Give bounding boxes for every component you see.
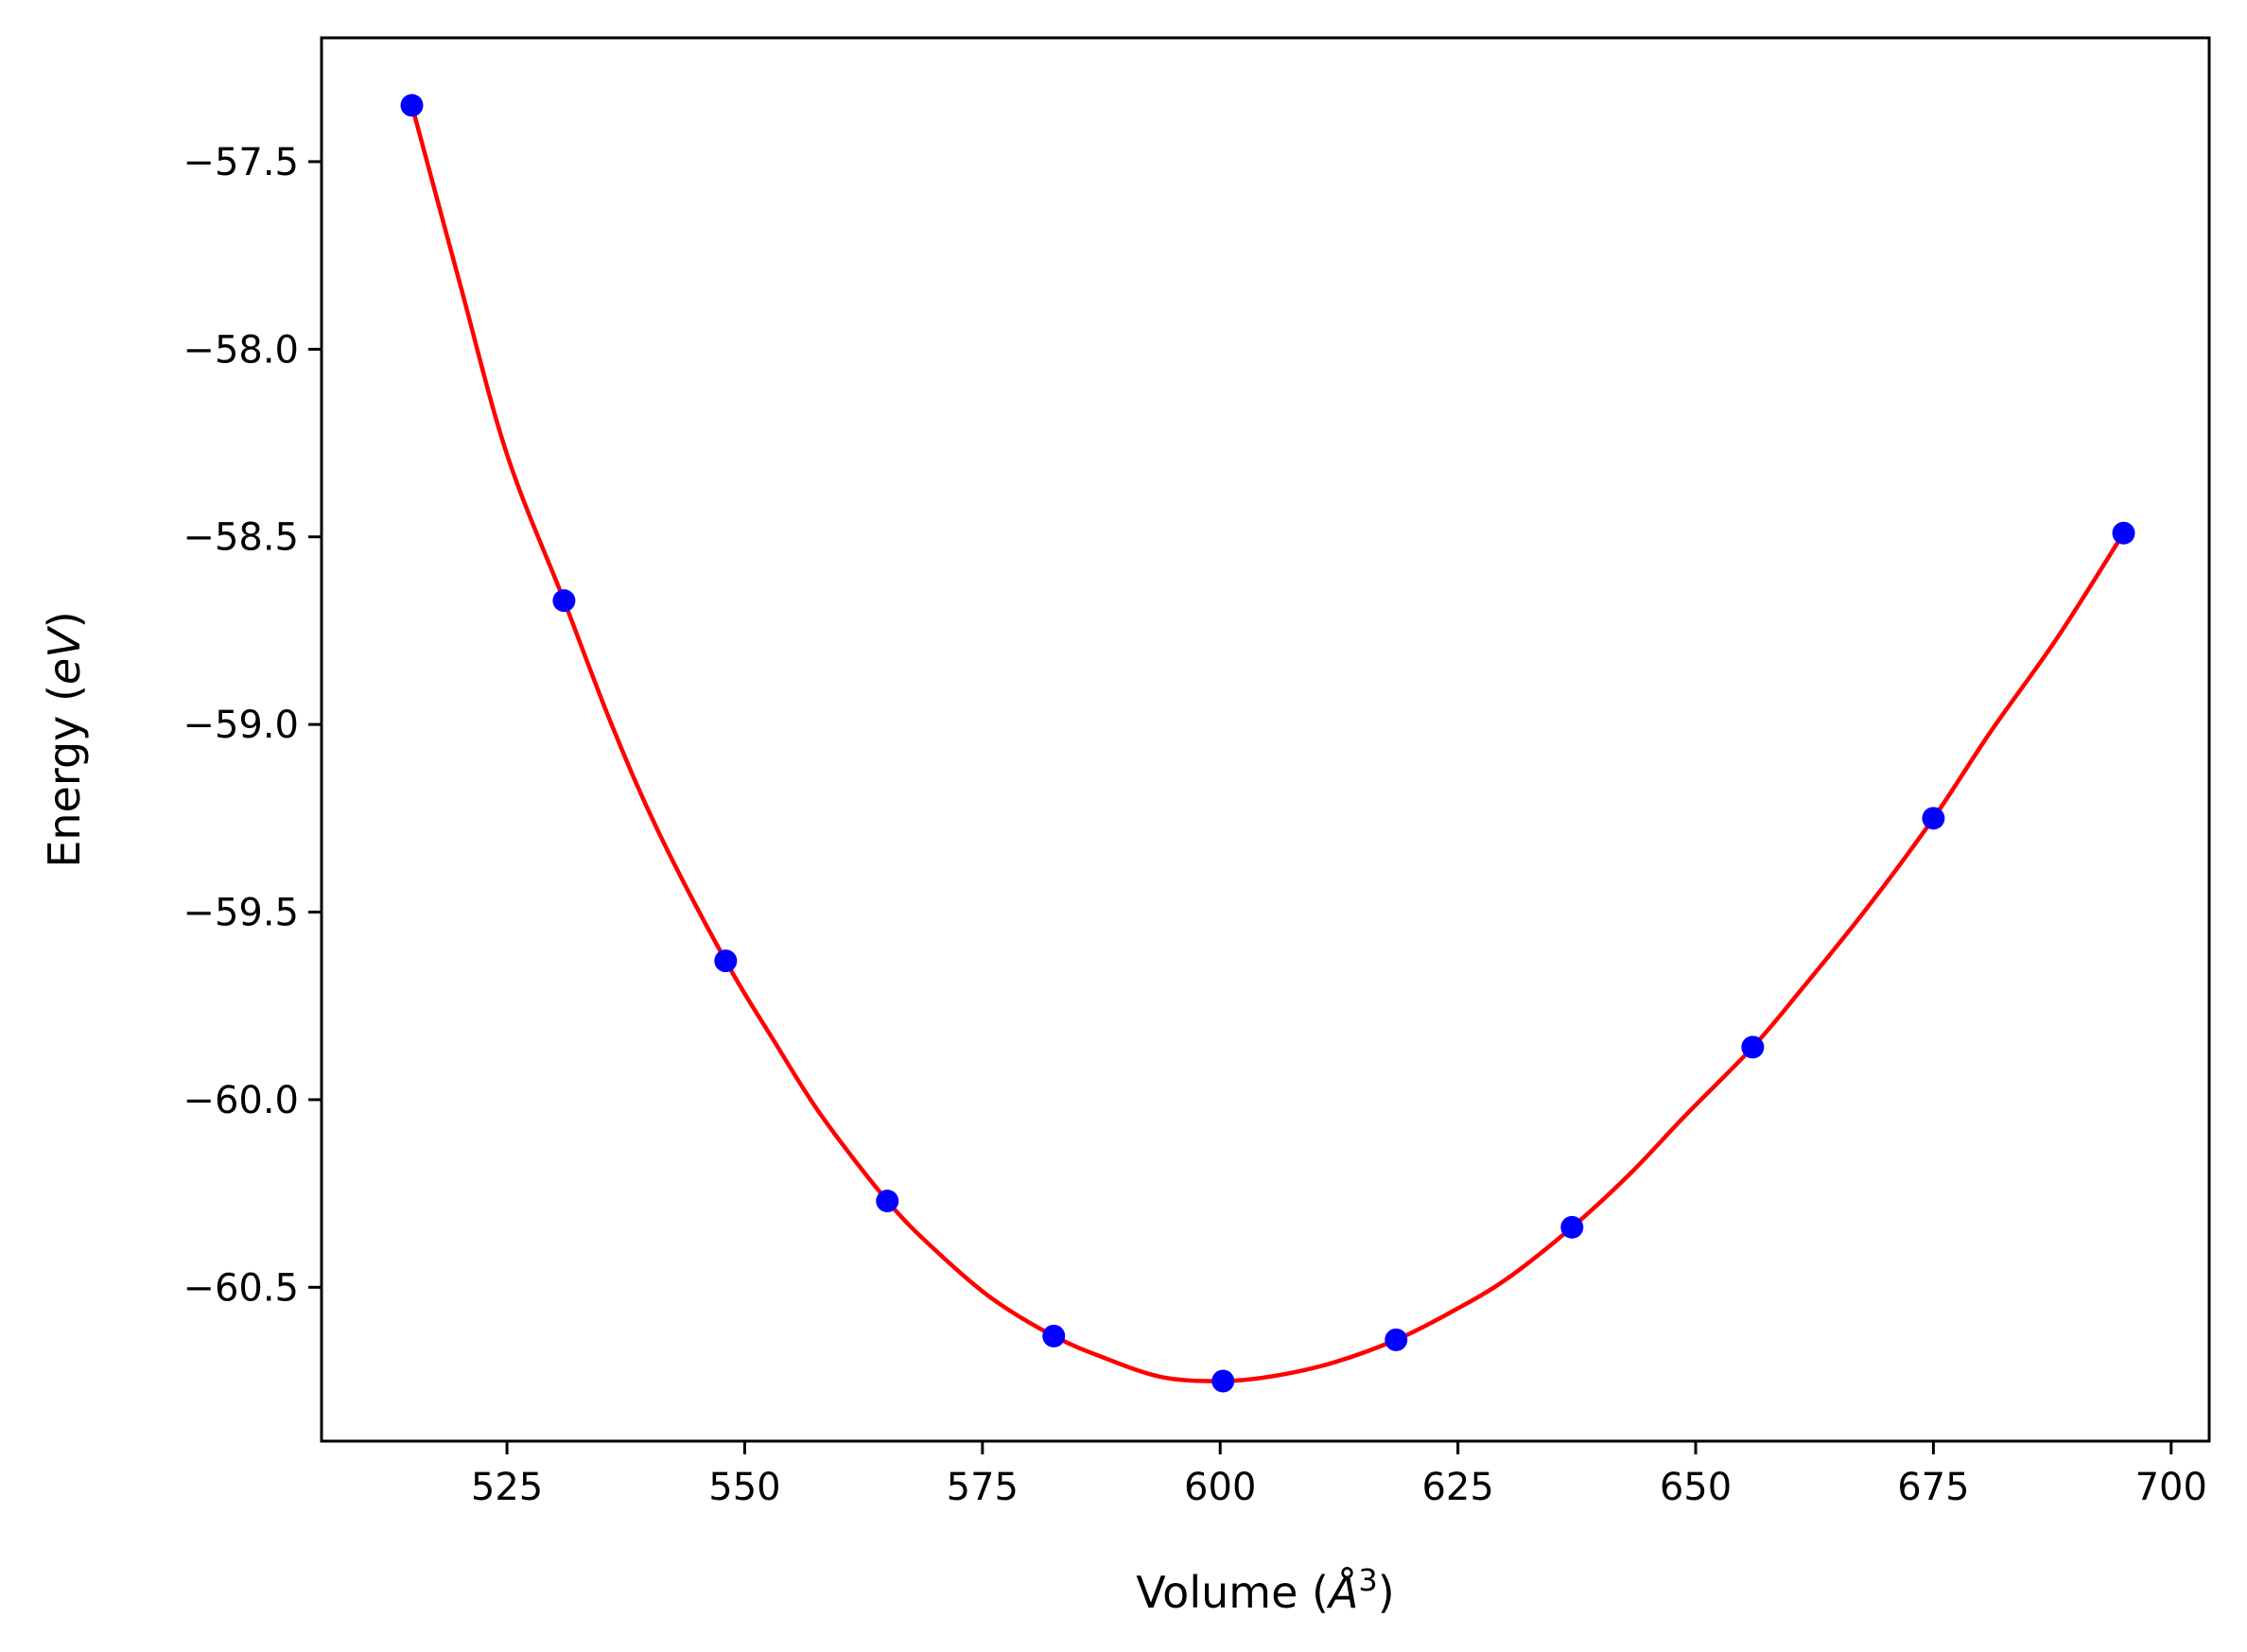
data-point <box>2112 521 2135 545</box>
y-tick-label: −59.5 <box>183 892 299 935</box>
data-point <box>1211 1369 1235 1393</box>
data-point <box>714 949 738 973</box>
y-tick-label: −57.5 <box>183 141 299 184</box>
plot-area <box>322 38 2209 1441</box>
x-tick-label: 525 <box>471 1466 543 1509</box>
x-tick-label: 650 <box>1660 1466 1732 1509</box>
data-point <box>552 589 576 613</box>
series-layer <box>400 94 2135 1393</box>
y-tick-label: −60.0 <box>183 1079 299 1122</box>
x-tick-label: 625 <box>1421 1466 1493 1509</box>
y-axis-label-unit: eV <box>39 625 90 685</box>
x-tick-label: 550 <box>708 1466 780 1509</box>
ticks-layer: 525 550 575 600 625 650 675 700 −57.5 −58.0 −58.5 −… <box>183 141 2207 1509</box>
data-point <box>1741 1035 1765 1059</box>
x-axis-label-unit: Å <box>1326 1567 1358 1618</box>
y-axis-label-main: Energy ( <box>39 685 90 868</box>
data-point <box>1922 807 1945 830</box>
x-tick-label: 575 <box>947 1466 1019 1509</box>
x-tick-label: 700 <box>2135 1466 2207 1509</box>
fit-curve-line <box>409 104 2126 1383</box>
x-axis-label-close: ) <box>1378 1567 1395 1618</box>
y-tick-label: −59.0 <box>183 704 299 747</box>
data-point <box>1385 1328 1408 1351</box>
x-tick-label: 600 <box>1184 1466 1256 1509</box>
x-axis-label-main: Volume ( <box>1136 1567 1329 1618</box>
data-point <box>1560 1215 1584 1239</box>
data-point <box>1042 1324 1066 1348</box>
x-axis-label: Volume (Å3) <box>1136 1562 1394 1618</box>
y-tick-label: −58.0 <box>183 328 299 372</box>
data-point <box>876 1190 899 1213</box>
data-point <box>400 94 424 117</box>
y-tick-label: −60.5 <box>183 1266 299 1310</box>
y-axis-label: Energy (eV) <box>39 611 90 867</box>
y-tick-label: −58.5 <box>183 516 299 560</box>
y-axis-label-close: ) <box>39 611 90 628</box>
plot-frame <box>320 36 2211 1443</box>
x-tick-label: 675 <box>1897 1466 1969 1509</box>
x-axis-label-power: 3 <box>1358 1562 1377 1598</box>
